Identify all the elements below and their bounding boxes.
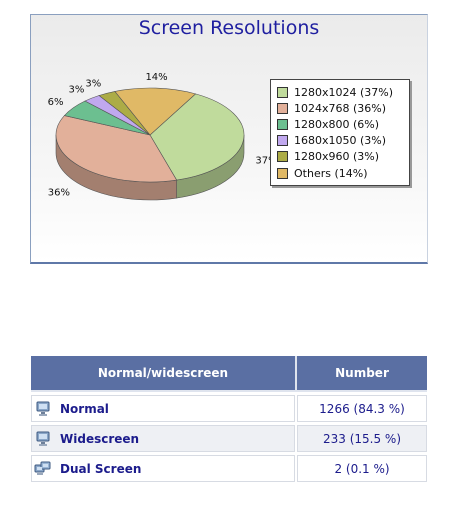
table-cell-value: 1266 (84.3 %) — [297, 395, 427, 422]
pie-data-label: 6% — [48, 97, 64, 108]
single-monitor-icon — [34, 430, 52, 448]
row-label: Widescreen — [60, 431, 140, 446]
legend-item: 1280x1024 (37%) — [277, 84, 409, 100]
pie-data-label: 37% — [255, 155, 277, 166]
pie-slice-1024x768 — [55, 115, 178, 183]
legend-label: Others (14%) — [294, 166, 368, 180]
legend-swatch — [277, 151, 288, 163]
legend-item: 1024x768 (36%) — [277, 100, 409, 116]
row-label: Normal — [60, 401, 109, 416]
table-cell-label: Widescreen — [31, 425, 295, 452]
pie-data-label: 14% — [145, 72, 167, 83]
legend-label: 1280x1024 (37%) — [294, 85, 394, 99]
chart-legend: 1280x1024 (37%) 1024x768 (36%) 1280x800 … — [270, 79, 410, 186]
legend-label: 1280x800 (6%) — [294, 117, 380, 131]
legend-swatch — [277, 167, 288, 179]
single-monitor-icon — [34, 400, 52, 418]
pie-chart: 37% 36% 6% 3%3% 14% — [48, 72, 278, 201]
table-row: Widescreen 233 (15.5 %) — [31, 425, 427, 452]
legend-swatch — [277, 86, 288, 98]
legend-item: 1280x960 (3%) — [277, 149, 409, 165]
pie-data-labels: 37% 36% 6% 3%3% 14% — [48, 72, 278, 199]
column-header-type: Normal/widescreen — [31, 356, 297, 390]
row-label: Dual Screen — [60, 461, 142, 476]
table-cell-value: 233 (15.5 %) — [297, 425, 427, 452]
legend-item: Others (14%) — [277, 165, 409, 181]
pie-slice-others — [114, 87, 197, 136]
chart-title: Screen Resolutions — [138, 17, 320, 39]
table-cell-label: Dual Screen — [31, 455, 295, 482]
legend-swatch — [277, 135, 288, 147]
table-row: Normal 1266 (84.3 %) — [31, 395, 427, 422]
resolution-table: Normal/widescreen Number Normal 1266 (84… — [31, 356, 427, 482]
pie-slice-1280x1024 — [149, 93, 245, 181]
pie-data-label: 3% — [85, 79, 101, 90]
table-header: Normal/widescreen Number — [31, 356, 427, 392]
legend-swatch — [277, 102, 288, 114]
legend-label: 1280x960 (3%) — [294, 150, 380, 164]
legend-label: 1024x768 (36%) — [294, 101, 387, 115]
dual-monitor-icon — [34, 460, 52, 478]
pie-data-label: 3% — [68, 85, 84, 96]
chart-panel: Screen Resolutions 37% 36% 6% 3% 3% 14% 1280x… — [30, 14, 428, 264]
column-header-number: Number — [335, 366, 389, 380]
table-row: Dual Screen 2 (0.1 %) — [31, 455, 427, 482]
pie-data-label: 36% — [48, 188, 70, 199]
legend-swatch — [277, 118, 288, 130]
legend-item: 1280x800 (6%) — [277, 116, 409, 132]
table-cell-label: Normal — [31, 395, 295, 422]
table-cell-value: 2 (0.1 %) — [297, 455, 427, 482]
pie-top — [55, 87, 245, 183]
legend-label: 1680x1050 (3%) — [294, 134, 387, 148]
legend-item: 1680x1050 (3%) — [277, 133, 409, 149]
